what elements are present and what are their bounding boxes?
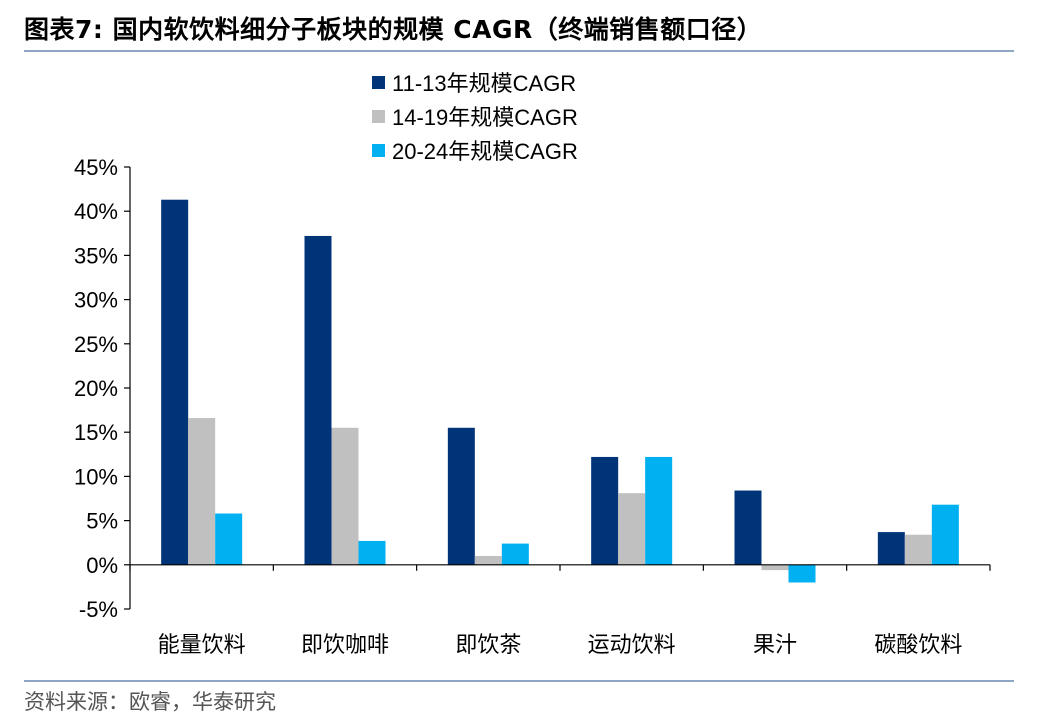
y-tick-label: 15% — [74, 420, 118, 445]
source-note: 资料来源：欧睿，华泰研究 — [24, 690, 276, 714]
bar — [161, 199, 189, 565]
y-tick-label: 40% — [74, 199, 118, 224]
bar — [618, 493, 646, 565]
bar — [474, 555, 502, 565]
bar — [761, 564, 789, 571]
bar — [877, 532, 905, 565]
y-tick-label: 45% — [74, 155, 118, 180]
bar — [645, 456, 673, 565]
y-tick-label: 25% — [74, 332, 118, 357]
bar — [788, 564, 816, 583]
legend-swatch — [372, 110, 385, 123]
y-tick-label: 0% — [86, 553, 118, 578]
bar — [734, 490, 762, 565]
legend-label: 20-24年规模CAGR — [392, 139, 578, 164]
y-tick-label: 35% — [74, 243, 118, 268]
bar — [591, 456, 619, 565]
y-tick-label: 5% — [86, 509, 118, 534]
bar — [304, 235, 332, 565]
y-tick-label: -5% — [79, 597, 118, 622]
category-label: 碳酸饮料 — [874, 633, 962, 658]
bar — [358, 540, 386, 565]
bar — [931, 504, 959, 565]
category-label: 运动饮料 — [588, 633, 676, 658]
bar — [447, 427, 475, 565]
legend-swatch — [372, 76, 385, 89]
bar-chart: -5% 0% 5% 10% 15% 20% 25% 30% 35% 40% 45% 能量饮料 即饮咖啡 即… — [74, 71, 991, 658]
bar — [331, 427, 359, 565]
y-tick-label: 20% — [74, 376, 118, 401]
bar — [904, 534, 932, 565]
bar — [501, 543, 529, 565]
bar — [188, 418, 216, 565]
legend-label: 11-13年规模CAGR — [392, 71, 576, 96]
y-tick-label: 10% — [74, 464, 118, 489]
category-label: 即饮茶 — [455, 633, 521, 658]
y-tick-label: 30% — [74, 288, 118, 313]
category-label: 能量饮料 — [158, 633, 246, 658]
title-divider — [24, 50, 1014, 52]
bar — [215, 513, 243, 565]
category-label: 果汁 — [753, 633, 797, 658]
source-divider — [24, 680, 1014, 682]
legend-label: 14-19年规模CAGR — [392, 105, 578, 130]
figure-title: 图表7: 国内软饮料细分子板块的规模 CAGR（终端销售额口径） — [24, 15, 763, 44]
category-label: 即饮咖啡 — [301, 633, 389, 658]
legend-swatch — [372, 144, 385, 157]
